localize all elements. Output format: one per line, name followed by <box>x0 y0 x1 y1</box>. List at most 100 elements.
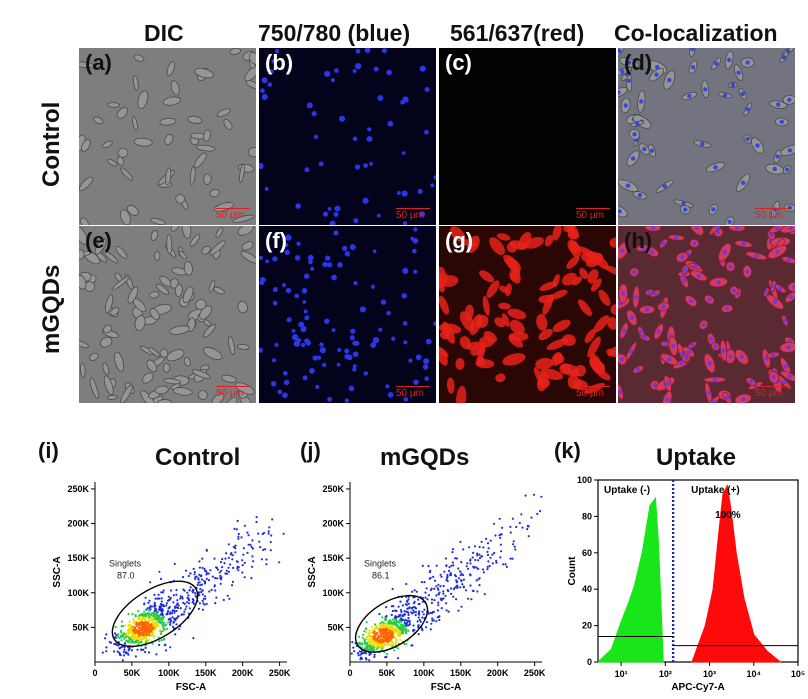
event-point <box>437 583 440 586</box>
event-point <box>136 637 139 640</box>
event-point <box>141 620 144 623</box>
x-tick-label: 10¹ <box>615 669 628 679</box>
cell <box>439 275 445 293</box>
event-point <box>387 631 390 634</box>
nucleus <box>352 364 357 369</box>
event-point <box>457 567 460 570</box>
event-point <box>166 627 169 631</box>
x-tick-label: 250K <box>524 668 546 678</box>
y-tick-label: 100K <box>67 588 89 598</box>
event-point <box>207 572 210 575</box>
event-point <box>375 648 378 651</box>
event-point <box>205 577 208 580</box>
event-point <box>242 547 245 550</box>
nucleus <box>711 399 716 403</box>
nucleus <box>430 183 435 188</box>
cell <box>449 226 466 242</box>
nucleus <box>381 48 387 54</box>
event-point <box>137 618 140 621</box>
event-point <box>382 623 385 626</box>
nucleus <box>687 93 692 99</box>
cell <box>79 340 89 349</box>
event-point <box>483 593 486 596</box>
event-point <box>174 617 177 620</box>
event-point <box>161 623 165 626</box>
event-point <box>192 637 195 640</box>
event-point <box>123 646 126 649</box>
event-point <box>429 569 432 572</box>
event-point <box>466 562 469 565</box>
cell <box>181 226 192 239</box>
x-tick-label: 10⁴ <box>747 669 761 679</box>
nucleus <box>402 320 408 326</box>
event-point <box>352 646 355 649</box>
event-point <box>476 552 479 555</box>
gate-value-label: 86.1 <box>372 571 390 581</box>
event-point <box>402 632 405 635</box>
nucleus <box>775 154 780 159</box>
event-point <box>393 620 396 623</box>
event-point <box>403 642 406 645</box>
event-point <box>188 599 191 602</box>
micrograph-panel-b: (b) 50 μm <box>259 48 436 225</box>
event-point <box>144 613 147 616</box>
cell <box>469 314 483 335</box>
event-point <box>282 532 285 535</box>
event-point <box>482 546 485 549</box>
event-point <box>414 614 417 617</box>
nucleus <box>740 180 746 185</box>
event-point <box>518 521 521 525</box>
event-point <box>192 567 195 570</box>
event-point <box>412 609 415 612</box>
column-title-blue: 750/780 (blue) <box>258 20 411 46</box>
nucleus <box>327 206 332 211</box>
event-point <box>113 642 116 645</box>
event-point <box>241 571 244 574</box>
event-point <box>423 608 426 611</box>
nucleus <box>283 242 289 248</box>
event-point <box>157 593 160 596</box>
event-point <box>478 545 481 549</box>
event-point <box>237 532 240 536</box>
nucleus <box>271 58 276 64</box>
nucleus <box>692 263 698 269</box>
scale-bar: 50 μm <box>396 208 430 221</box>
nucleus <box>635 367 641 372</box>
nucleus <box>302 375 308 381</box>
cell <box>126 204 139 216</box>
nucleus <box>353 218 359 224</box>
event-point <box>191 598 194 601</box>
cell <box>163 378 182 385</box>
nucleus <box>302 300 307 304</box>
event-point <box>450 592 453 595</box>
cell <box>117 147 129 158</box>
event-point <box>449 573 452 576</box>
nucleus <box>376 213 381 218</box>
event-point <box>495 561 498 564</box>
nucleus <box>370 342 377 349</box>
event-point <box>488 564 491 568</box>
event-point <box>158 643 161 646</box>
event-point <box>192 602 196 605</box>
event-point <box>391 633 394 636</box>
event-point <box>455 580 459 583</box>
cell <box>240 250 256 264</box>
event-point <box>231 580 234 583</box>
event-point <box>251 555 254 558</box>
event-point <box>402 626 405 629</box>
nucleus <box>707 297 712 302</box>
nucleus <box>771 284 776 289</box>
x-tick-label: 150K <box>195 668 217 678</box>
nucleus <box>764 290 769 295</box>
event-point <box>175 593 178 596</box>
nucleus <box>690 342 695 348</box>
event-point <box>448 566 451 569</box>
event-point <box>414 610 417 613</box>
event-point <box>405 582 408 586</box>
cell <box>475 356 486 367</box>
cell <box>208 279 216 293</box>
event-point <box>421 600 424 603</box>
event-point <box>165 602 168 605</box>
event-point <box>227 543 230 546</box>
event-point <box>485 537 488 540</box>
